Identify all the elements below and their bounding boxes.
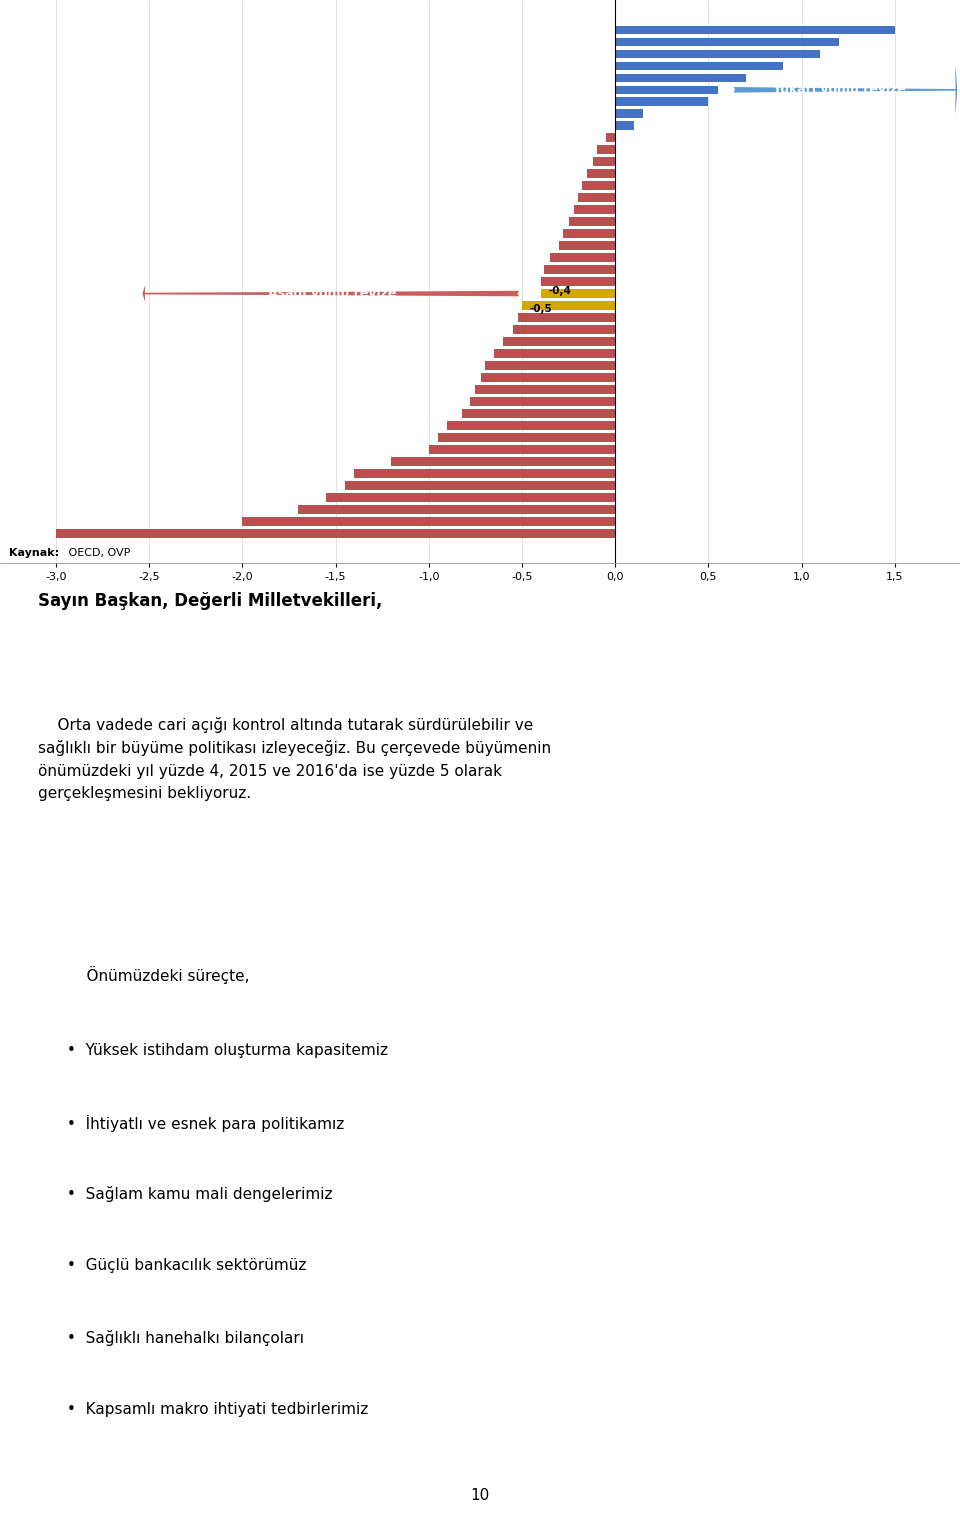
Bar bbox=[560, 242, 615, 250]
Bar bbox=[615, 38, 839, 46]
Bar bbox=[522, 301, 615, 310]
Text: •  Sağlıklı hanehalkı bilançoları: • Sağlıklı hanehalkı bilançoları bbox=[67, 1330, 304, 1347]
Bar bbox=[578, 193, 615, 202]
Text: Aşağı yönlü revize: Aşağı yönlü revize bbox=[268, 288, 396, 300]
Bar bbox=[615, 50, 820, 58]
Bar bbox=[606, 134, 615, 142]
Bar bbox=[469, 397, 615, 406]
Bar bbox=[615, 110, 643, 119]
Text: -0,4: -0,4 bbox=[548, 286, 571, 297]
Bar bbox=[56, 530, 615, 537]
Bar bbox=[592, 157, 615, 166]
Bar bbox=[513, 326, 615, 333]
Bar bbox=[242, 517, 615, 525]
Text: •  Yüksek istihdam oluşturma kapasitemiz: • Yüksek istihdam oluşturma kapasitemiz bbox=[67, 1043, 388, 1058]
Bar bbox=[463, 409, 615, 417]
Bar bbox=[494, 349, 615, 358]
Text: •  Kapsamlı makro ihtiyati tedbirlerimiz: • Kapsamlı makro ihtiyati tedbirlerimiz bbox=[67, 1402, 369, 1417]
Bar bbox=[615, 85, 718, 94]
Text: Önümüzdeki süreçte,: Önümüzdeki süreçte, bbox=[67, 966, 250, 983]
Bar bbox=[438, 434, 615, 441]
Bar bbox=[596, 146, 615, 154]
Text: Sayın Başkan, Değerli Milletvekilleri,: Sayın Başkan, Değerli Milletvekilleri, bbox=[38, 592, 383, 610]
Text: Kaynak:: Kaynak: bbox=[10, 548, 60, 557]
Bar bbox=[481, 373, 615, 382]
Bar bbox=[429, 444, 615, 454]
Bar bbox=[299, 505, 615, 513]
Text: •  Güçlü bankacılık sektörümüz: • Güçlü bankacılık sektörümüz bbox=[67, 1259, 306, 1274]
Text: -0,5: -0,5 bbox=[529, 303, 552, 314]
Bar bbox=[447, 422, 615, 429]
Bar bbox=[485, 361, 615, 370]
Bar bbox=[475, 385, 615, 394]
Bar bbox=[544, 265, 615, 274]
Bar bbox=[540, 289, 615, 298]
Bar bbox=[615, 122, 634, 129]
Bar bbox=[615, 61, 783, 70]
Text: Orta vadede cari açığı kontrol altında tutarak sürdürülebilir ve
sağlıklı bir bü: Orta vadede cari açığı kontrol altında t… bbox=[38, 717, 552, 801]
Text: Yukarı yönlü revize: Yukarı yönlü revize bbox=[772, 84, 906, 96]
Bar bbox=[326, 493, 615, 502]
Bar bbox=[574, 205, 615, 215]
Bar bbox=[345, 481, 615, 490]
Bar bbox=[582, 181, 615, 190]
Bar bbox=[540, 277, 615, 286]
Text: •  İhtiyatlı ve esnek para politikamız: • İhtiyatlı ve esnek para politikamız bbox=[67, 1114, 345, 1131]
Bar bbox=[568, 218, 615, 225]
Bar bbox=[354, 469, 615, 478]
Bar bbox=[503, 338, 615, 345]
Bar bbox=[615, 73, 746, 82]
Bar bbox=[550, 253, 615, 262]
Bar bbox=[615, 26, 895, 33]
Text: OECD, OVP: OECD, OVP bbox=[65, 548, 131, 557]
Bar bbox=[563, 230, 615, 237]
Bar bbox=[588, 169, 615, 178]
Text: 10: 10 bbox=[470, 1489, 490, 1502]
Bar bbox=[392, 457, 615, 466]
Bar bbox=[615, 97, 708, 107]
Bar bbox=[518, 314, 615, 321]
Text: •  Sağlam kamu mali dengelerimiz: • Sağlam kamu mali dengelerimiz bbox=[67, 1187, 333, 1202]
